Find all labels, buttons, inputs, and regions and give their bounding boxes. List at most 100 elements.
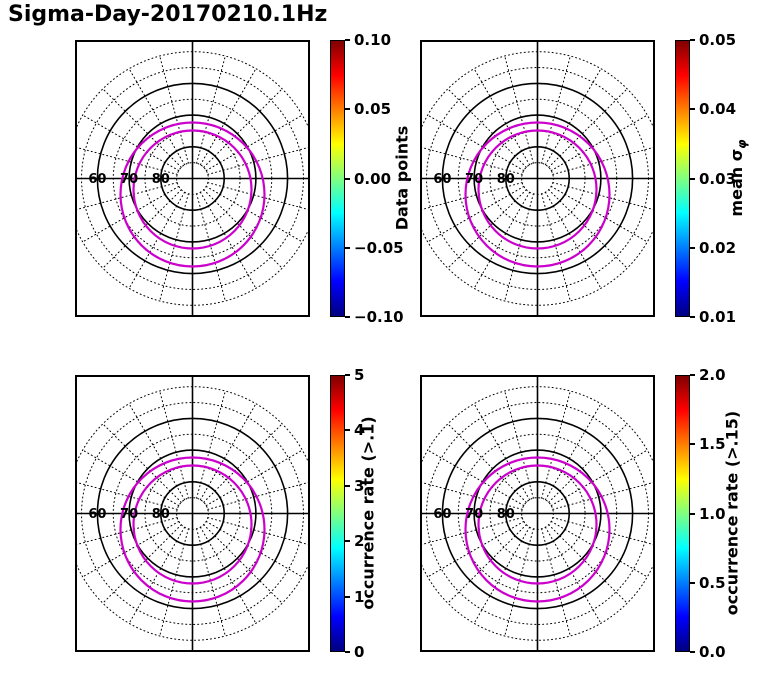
azimuth-spoke <box>420 517 523 546</box>
azimuth-spoke <box>102 88 182 168</box>
azimuth-spoke <box>128 403 186 501</box>
colorbar-tick-label: 5 <box>354 366 365 384</box>
colorbar-tick <box>690 177 695 180</box>
azimuth-spoke <box>75 182 178 211</box>
colorbar-tick <box>690 246 695 249</box>
colorbar-tick-label: 1 <box>354 587 365 606</box>
azimuth-spoke <box>427 114 525 172</box>
azimuth-spoke <box>82 520 180 578</box>
colorbar-tick <box>345 246 350 249</box>
magenta-circle <box>464 456 611 603</box>
azimuth-spoke <box>196 390 226 499</box>
azimuth-spoke <box>447 88 527 168</box>
azimuth-spoke <box>550 520 648 578</box>
azimuth-spoke <box>552 481 655 510</box>
colorbar-tick <box>345 108 350 111</box>
azimuth-spoke <box>159 528 189 637</box>
polar-sky-plot: 60 70 80 <box>420 40 655 317</box>
polar-sky-plot: 60 70 80 <box>75 40 310 317</box>
elevation-label: 60 <box>433 507 451 522</box>
azimuth-spoke <box>548 524 628 604</box>
azimuth-spoke <box>550 185 648 243</box>
azimuth-spoke <box>541 193 571 302</box>
azimuth-spoke <box>504 390 534 499</box>
azimuth-spoke <box>550 114 648 172</box>
azimuth-spoke <box>205 185 303 243</box>
azimuth-spoke <box>102 423 182 503</box>
azimuth-spoke <box>207 182 310 211</box>
azimuth-spoke <box>552 182 655 211</box>
colorbar-tick-label: 1.5 <box>699 435 726 454</box>
elevation-label: 80 <box>497 507 515 522</box>
azimuth-spoke <box>552 517 655 546</box>
azimuth-spoke <box>420 146 523 175</box>
azimuth-spoke <box>548 88 628 168</box>
colorbar-tick-label: 0.04 <box>699 100 737 119</box>
colorbar-gradient <box>675 40 690 317</box>
colorbar-gradient <box>330 40 345 317</box>
colorbar: 0.05 0.04 0.03 0.02 0.01 <box>675 31 736 326</box>
magenta-circle <box>132 129 253 250</box>
colorbar-tick-label: 0.05 <box>699 31 737 49</box>
elevation-label: 80 <box>497 172 515 187</box>
azimuth-spoke <box>541 55 571 164</box>
colorbar-tick <box>690 581 695 584</box>
colorbar-gradient <box>675 375 690 652</box>
colorbar-tick-label: 0 <box>354 643 365 661</box>
azimuth-spoke <box>473 526 531 624</box>
colorbar-tick <box>345 177 350 180</box>
elevation-label: 80 <box>152 507 170 522</box>
azimuth-spoke <box>82 114 180 172</box>
azimuth-spoke <box>447 423 527 503</box>
azimuth-spoke <box>544 68 602 166</box>
azimuth-spoke <box>199 191 257 289</box>
azimuth-spoke <box>541 528 571 637</box>
colorbar-tick-label: 0.00 <box>354 169 392 188</box>
colorbar-tick-label: 0.10 <box>354 31 392 49</box>
colorbar-tick <box>345 651 350 653</box>
elevation-label: 70 <box>120 172 138 187</box>
colorbar-tick-label: 2.0 <box>699 366 726 384</box>
plot-frame <box>75 40 310 317</box>
azimuth-spoke <box>544 526 602 624</box>
azimuth-spoke <box>75 517 178 546</box>
colorbar-tick-label: 0.02 <box>699 238 737 257</box>
azimuth-spoke <box>420 481 523 510</box>
azimuth-spoke <box>473 191 531 289</box>
elevation-label: 60 <box>433 172 451 187</box>
colorbar-tick-label: 0.03 <box>699 169 737 188</box>
azimuth-spoke <box>504 55 534 164</box>
azimuth-spoke <box>159 193 189 302</box>
azimuth-spoke <box>205 449 303 507</box>
azimuth-spoke <box>207 481 310 510</box>
colorbar-tick <box>345 484 350 487</box>
azimuth-spoke <box>427 185 525 243</box>
magenta-circle <box>477 464 598 585</box>
colorbar-tick <box>690 512 695 515</box>
plot-frame <box>420 375 655 652</box>
elevation-label: 70 <box>120 507 138 522</box>
colorbar-tick <box>345 540 350 543</box>
colorbar-label-subscript: φ <box>735 139 750 149</box>
azimuth-spoke <box>199 403 257 501</box>
colorbar-tick-label: 0.0 <box>699 643 726 661</box>
azimuth-spoke <box>203 423 283 503</box>
azimuth-spoke <box>207 517 310 546</box>
colorbar-tick-label: 0.01 <box>699 308 737 326</box>
azimuth-spoke <box>196 528 226 637</box>
colorbar-tick-label: 1.0 <box>699 504 726 523</box>
magenta-circle <box>464 121 611 268</box>
colorbar-tick-label: −0.05 <box>354 238 404 257</box>
colorbar-tick <box>690 443 695 446</box>
panel-top-right: 60 70 80 0.05 0.04 0.03 0.02 0.01 mean σφ <box>420 31 759 330</box>
azimuth-spoke <box>75 146 178 175</box>
azimuth-spoke <box>128 526 186 624</box>
azimuth-spoke <box>504 193 534 302</box>
azimuth-spoke <box>544 191 602 289</box>
azimuth-spoke <box>541 390 571 499</box>
colorbar-tick-label: 3 <box>354 476 365 495</box>
colorbar-tick-label: 2 <box>354 532 365 551</box>
azimuth-spoke <box>550 449 648 507</box>
page-title: Sigma-Day-20170210.1Hz <box>8 2 328 27</box>
